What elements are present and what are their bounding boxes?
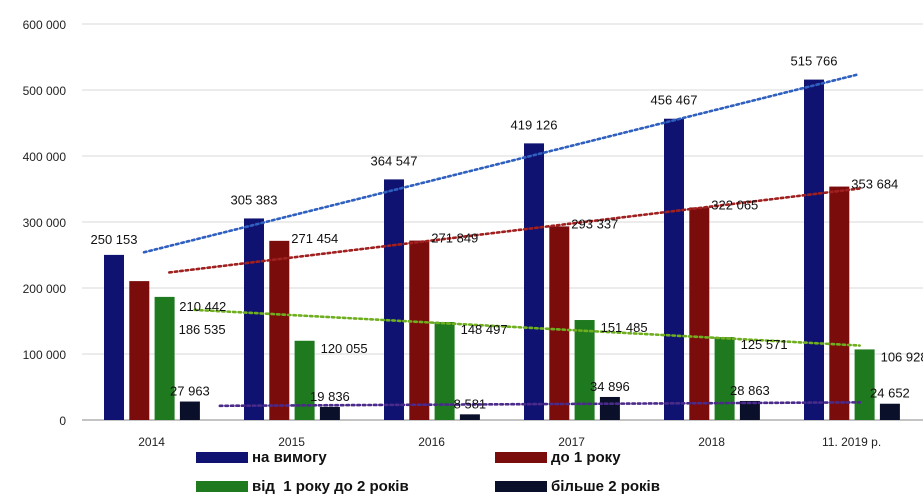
y-tick-label: 0 (59, 414, 66, 428)
bar-до-1-року-0 (129, 281, 150, 420)
bar-на-вимогу-3 (524, 143, 544, 421)
data-label-на-вимогу-2: 364 547 (371, 153, 418, 168)
data-label-на-вимогу-4: 456 467 (651, 93, 698, 108)
bar-більше-2-років-2 (459, 414, 480, 420)
bar-до-1-року-4 (689, 207, 710, 420)
data-label-на-вимогу-1: 305 383 (231, 192, 278, 207)
y-tick-label: 500 000 (23, 84, 67, 98)
data-label-більше-2-років-4: 28 863 (730, 383, 770, 398)
bar-до-1-року-5 (829, 186, 850, 420)
bar-на-вимогу-4 (664, 118, 684, 420)
data-label-більше-2-років-3: 34 896 (590, 379, 630, 394)
bar-більше-2-років-3 (599, 396, 620, 420)
data-label-від-1-року-до-2-років-5: 106 928 (881, 349, 923, 364)
bar-більше-2-років-4 (739, 400, 760, 420)
trendline-на-вимогу (142, 72, 861, 254)
data-label-від-1-року-до-2-років-4: 125 571 (741, 337, 788, 352)
data-label-до-1-року-3: 293 337 (571, 216, 618, 231)
y-tick-label: 600 000 (23, 18, 67, 32)
bar-на-вимогу-0 (104, 254, 124, 420)
data-label-до-1-року-2: 271 849 (431, 231, 478, 246)
trendline-більше-2-років (218, 401, 862, 408)
trendline-до-1-року (168, 187, 861, 274)
data-label-до-1-року-0: 210 442 (179, 299, 226, 314)
bar-від-1-року-до-2-років-3 (574, 320, 595, 420)
trendline-від-1-року-до-2-років (193, 308, 861, 347)
bar-від-1-року-до-2-років-1 (294, 340, 315, 420)
bar-до-1-року-3 (549, 226, 570, 420)
data-label-до-1-року-4: 322 065 (711, 197, 758, 212)
data-label-від-1-року-до-2-років-2: 148 497 (461, 322, 508, 337)
y-tick-label: 100 000 (23, 348, 67, 362)
data-label-від-1-року-до-2-років-1: 120 055 (321, 341, 368, 356)
data-label-більше-2-років-5: 24 652 (870, 386, 910, 401)
bar-до-1-року-1 (269, 240, 290, 420)
bar-більше-2-років-5 (879, 403, 900, 420)
x-tick-label: 2016 (418, 435, 445, 449)
x-tick-label: 2014 (138, 435, 165, 449)
data-label-більше-2-років-2: 8 581 (454, 396, 487, 411)
y-tick-label: 300 000 (23, 216, 67, 230)
data-label-на-вимогу-0: 250 153 (91, 232, 138, 247)
x-tick-label: 11. 2019 р. (822, 435, 881, 449)
data-label-більше-2-років-1: 19 836 (310, 389, 350, 404)
bar-від-1-року-до-2-років-2 (434, 321, 455, 420)
data-label-до-1-року-1: 271 454 (291, 231, 338, 246)
bar-на-вимогу-5 (804, 79, 824, 421)
y-tick-label: 200 000 (23, 282, 67, 296)
data-label-на-вимогу-5: 515 766 (791, 54, 838, 69)
x-tick-label: 2017 (558, 435, 585, 449)
x-tick-label: 2015 (278, 435, 305, 449)
data-label-від-1-року-до-2-років-0: 186 535 (179, 322, 226, 337)
bar-від-1-року-до-2-років-5 (854, 349, 875, 420)
data-label-на-вимогу-3: 419 126 (511, 117, 558, 132)
bar-на-вимогу-1 (244, 218, 264, 420)
bar-більше-2-років-1 (319, 406, 340, 420)
x-tick-label: 2018 (698, 435, 725, 449)
data-label-більше-2-років-0: 27 963 (170, 384, 210, 399)
bar-на-вимогу-2 (384, 179, 404, 420)
bar-від-1-року-до-2-років-0 (154, 296, 175, 420)
bar-більше-2-років-0 (179, 401, 200, 420)
data-label-до-1-року-5: 353 684 (851, 177, 898, 192)
y-tick-label: 400 000 (23, 150, 67, 164)
bar-від-1-року-до-2-років-4 (714, 337, 735, 420)
data-label-від-1-року-до-2-років-3: 151 485 (601, 320, 648, 335)
bar-до-1-року-2 (409, 240, 430, 420)
